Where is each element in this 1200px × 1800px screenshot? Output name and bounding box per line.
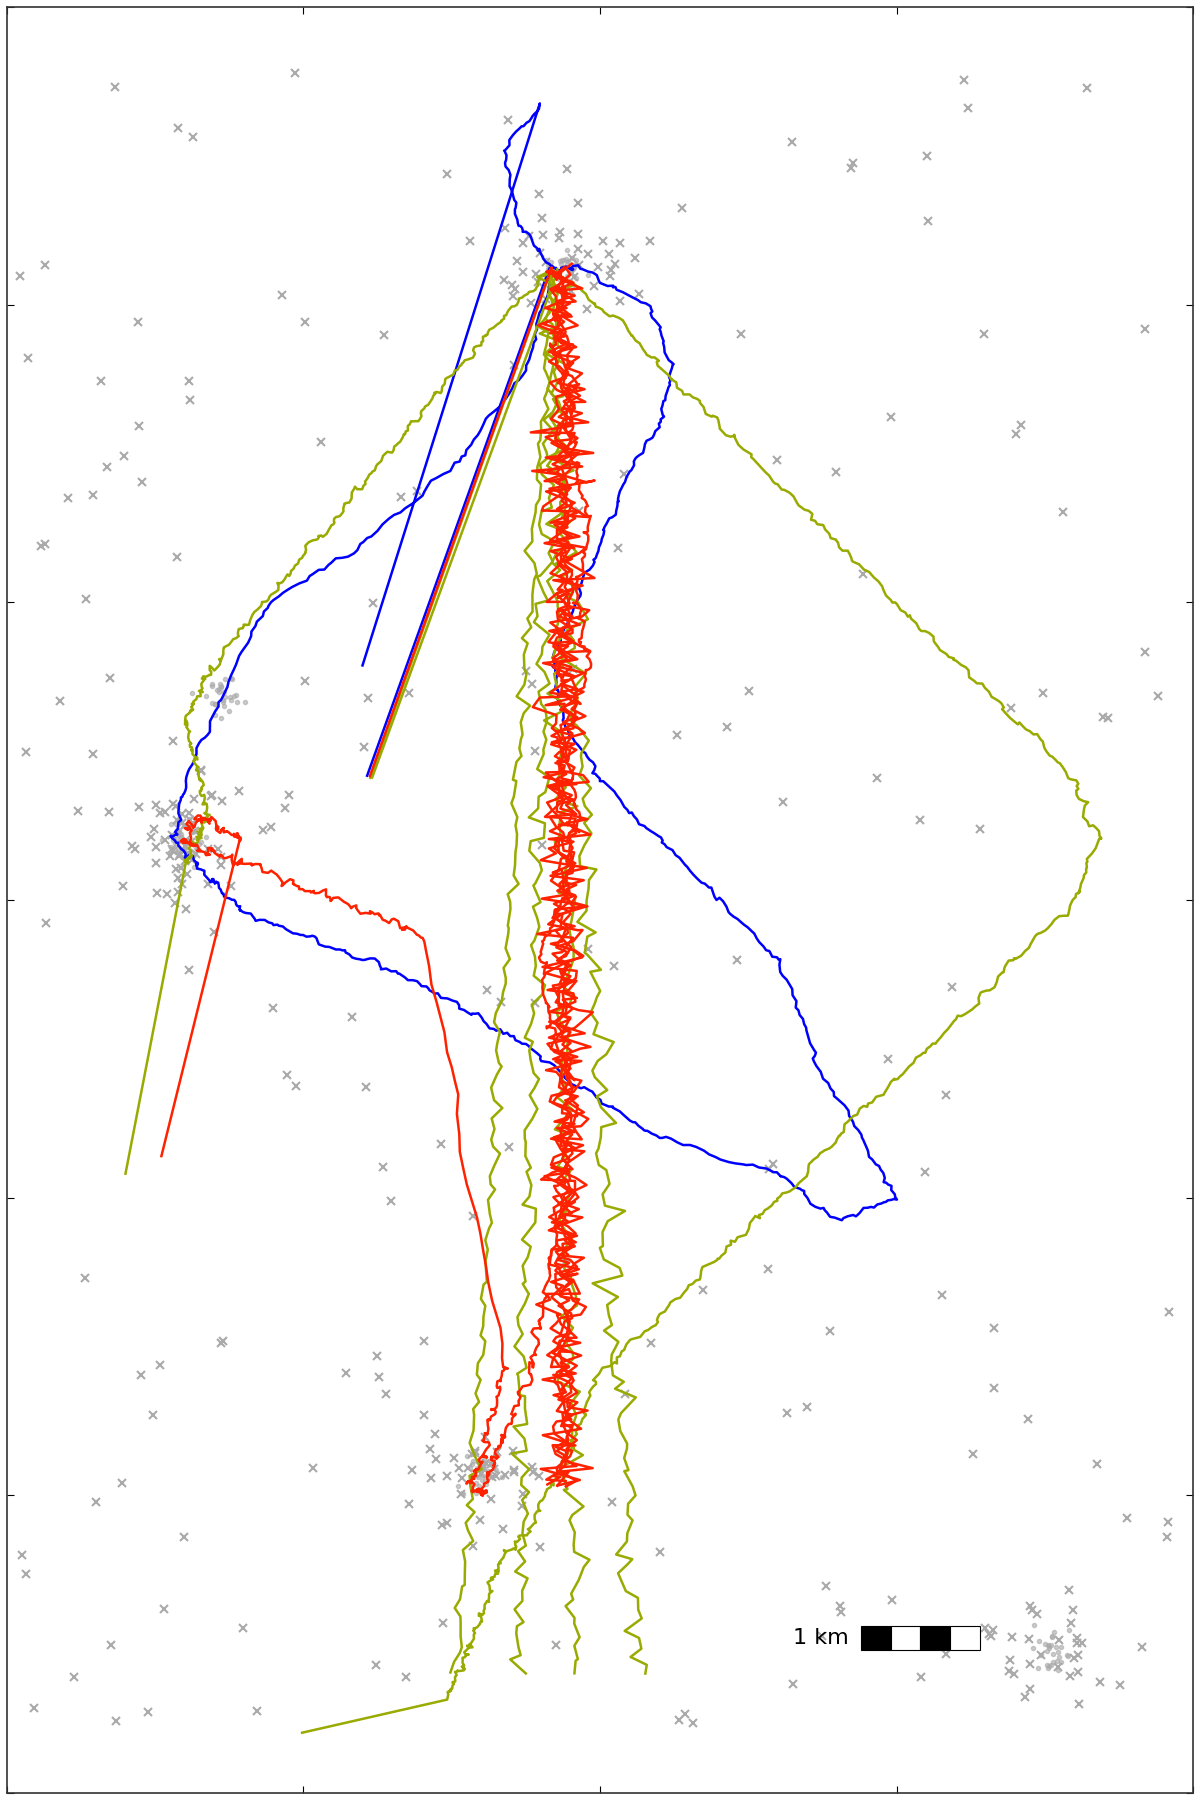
- Text: 1 km: 1 km: [793, 1629, 850, 1649]
- Bar: [920, 1627, 950, 1651]
- Bar: [950, 1627, 979, 1651]
- Bar: [860, 1627, 890, 1651]
- Bar: [890, 1627, 920, 1651]
